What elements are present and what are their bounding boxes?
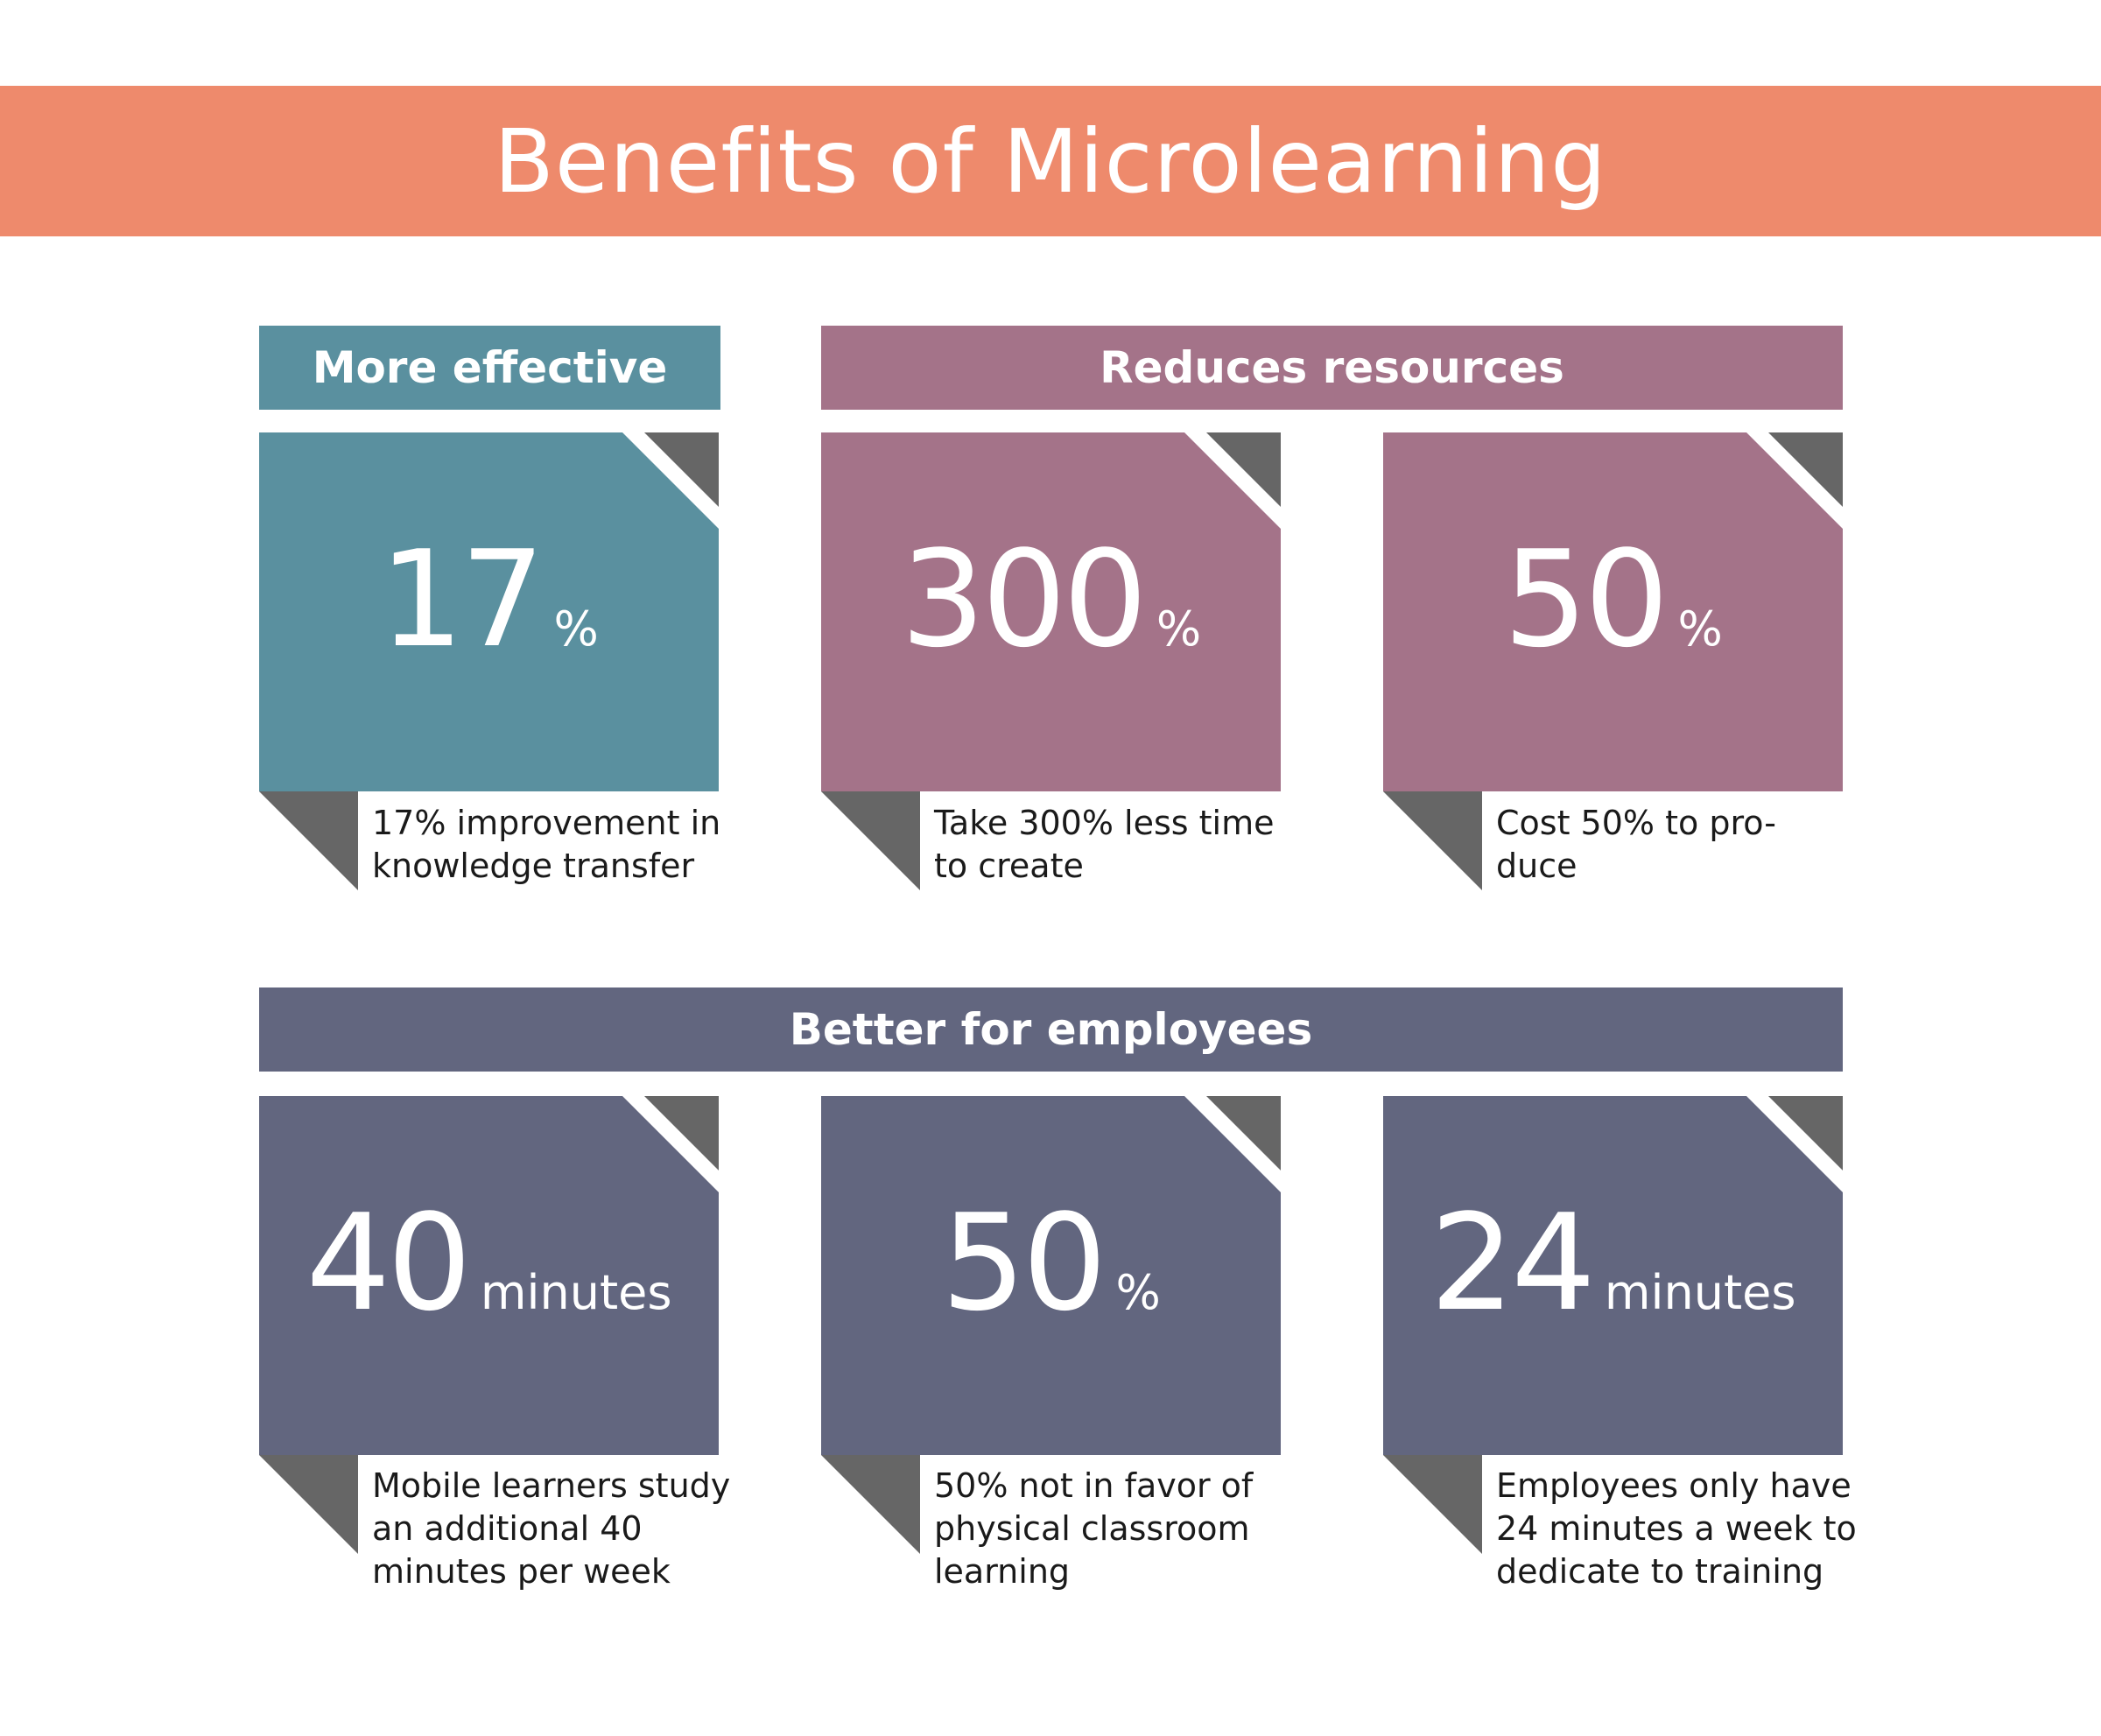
stat-value: 17 %: [259, 533, 719, 691]
folded-corner-icon: [1206, 1096, 1281, 1170]
stat-unit: %: [553, 601, 599, 657]
stat-value: 300 %: [821, 533, 1281, 691]
stat-unit: minutes: [1604, 1265, 1796, 1320]
page-fold-icon: [259, 791, 358, 890]
stat-unit: %: [1115, 1265, 1161, 1320]
page-fold-icon: [1383, 791, 1482, 890]
stat-card-cost-to-produce: 50 %: [1383, 432, 1843, 791]
page-title: Benefits of Microlearning: [494, 109, 1607, 213]
stat-unit: %: [1677, 601, 1723, 657]
stat-description: Mobile learners study an additional 40 m…: [372, 1466, 731, 1591]
page-fold-icon: [1383, 1455, 1482, 1554]
folded-corner-icon: [1206, 432, 1281, 507]
stat-value: 50 %: [1383, 533, 1843, 691]
section-header-reduces-resources: Reduces resources: [821, 326, 1843, 410]
stat-card-classroom-learning: 50 %: [821, 1096, 1281, 1455]
stat-description: 17% improvement in knowledge transfer: [372, 804, 721, 885]
card-face: [821, 432, 1281, 791]
stat-card-time-to-create: 300 %: [821, 432, 1281, 791]
stat-description: Employees only have 24 minutes a week to…: [1496, 1466, 1857, 1591]
folded-corner-icon: [1768, 1096, 1843, 1170]
stat-number: 300: [900, 522, 1148, 677]
stat-description: Cost 50% to pro-duce: [1496, 804, 1776, 885]
stat-unit: %: [1156, 601, 1202, 657]
card-face: [1383, 432, 1843, 791]
stat-number: 40: [306, 1185, 471, 1340]
stat-number: 17: [379, 522, 545, 677]
stat-unit: minutes: [480, 1265, 672, 1320]
section-header-better-for-employees: Better for employees: [259, 987, 1843, 1072]
stat-card-knowledge-transfer: 17 %: [259, 432, 719, 791]
stat-number: 50: [941, 1185, 1107, 1340]
page-fold-icon: [821, 1455, 920, 1554]
page-fold-icon: [259, 1455, 358, 1554]
folded-corner-icon: [1768, 432, 1843, 507]
stat-value: 24 minutes: [1383, 1197, 1843, 1354]
section-header-more-effective: More effective: [259, 326, 720, 410]
stat-number: 50: [1503, 522, 1669, 677]
card-face: [1383, 1096, 1843, 1455]
stat-card-mobile-learners: 40 minutes: [259, 1096, 719, 1455]
title-banner: Benefits of Microlearning: [0, 86, 2101, 236]
stat-card-training-time: 24 minutes: [1383, 1096, 1843, 1455]
folded-corner-icon: [644, 432, 719, 507]
stat-description: 50% not in favor of physical classroom l…: [934, 1466, 1254, 1591]
stat-value: 40 minutes: [259, 1197, 719, 1354]
stat-number: 24: [1430, 1185, 1595, 1340]
card-face: [259, 432, 719, 791]
page-fold-icon: [821, 791, 920, 890]
card-face: [259, 1096, 719, 1455]
stat-description: Take 300% less time to create: [934, 804, 1275, 885]
folded-corner-icon: [644, 1096, 719, 1170]
stat-value: 50 %: [821, 1197, 1281, 1354]
card-face: [821, 1096, 1281, 1455]
